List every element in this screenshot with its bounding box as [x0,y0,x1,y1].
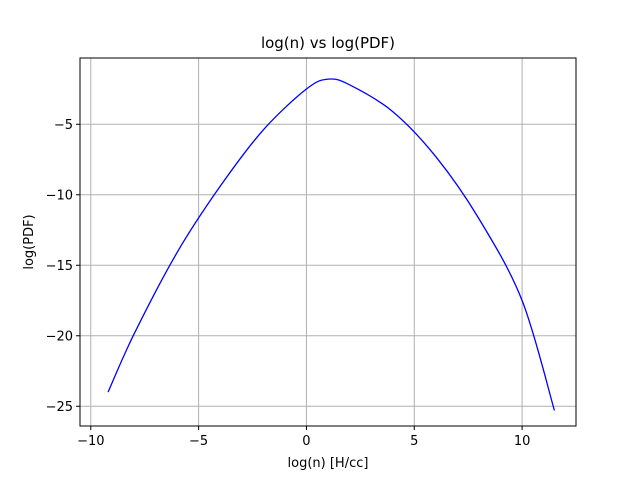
series-line [107,78,556,411]
y-tick-label: −15 [46,259,73,274]
x-tick-label: 10 [514,434,531,449]
plot-frame [79,57,577,427]
x-tick-label: −5 [189,434,208,449]
y-axis-label: log(PDF) [22,214,37,269]
y-tick-label: −5 [54,118,73,133]
grid [80,58,576,426]
x-tick-label: 0 [302,434,310,449]
series-layer [107,78,556,411]
y-tick-label: −10 [46,188,73,203]
chart-title: log(n) vs log(PDF) [261,34,395,52]
y-axis-ticks: −5 −10 −15 −20 −25 [46,118,80,415]
y-tick-label: −20 [46,329,73,344]
x-tick-label: 5 [410,434,418,449]
y-tick-label: −25 [46,400,73,415]
x-axis-ticks: −10 −5 0 5 10 [77,426,530,449]
x-tick-label: −10 [77,434,104,449]
x-axis-label: log(n) [H/cc] [288,456,369,471]
